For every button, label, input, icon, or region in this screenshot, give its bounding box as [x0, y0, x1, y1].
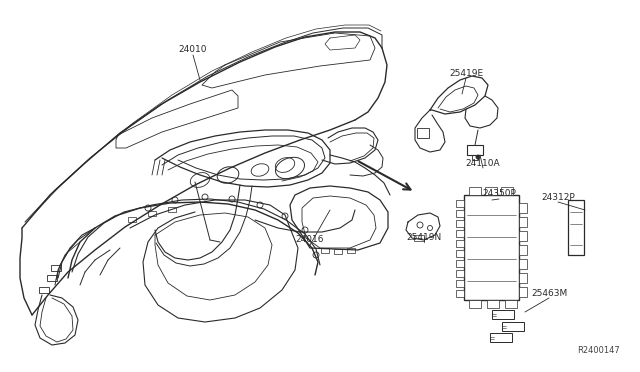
Bar: [334, 249, 342, 254]
Text: 25463M: 25463M: [531, 289, 567, 298]
Bar: [472, 155, 478, 160]
Text: R2400147: R2400147: [577, 346, 620, 355]
Bar: [519, 231, 527, 241]
Bar: [519, 259, 527, 269]
Bar: [456, 220, 464, 227]
Bar: [467, 145, 483, 155]
Bar: [456, 210, 464, 217]
Bar: [568, 200, 584, 255]
Bar: [505, 300, 517, 308]
Bar: [148, 211, 156, 216]
Text: 25419E: 25419E: [449, 68, 483, 77]
Bar: [469, 300, 481, 308]
Bar: [456, 280, 464, 287]
Bar: [519, 245, 527, 255]
Text: 24110A: 24110A: [466, 158, 500, 167]
Bar: [456, 250, 464, 257]
Bar: [485, 187, 497, 195]
Bar: [519, 203, 527, 213]
Bar: [456, 290, 464, 297]
Text: 24016: 24016: [296, 235, 324, 244]
Bar: [456, 270, 464, 277]
Text: 24312P: 24312P: [541, 192, 575, 202]
Bar: [168, 207, 176, 212]
Bar: [456, 260, 464, 267]
Bar: [456, 240, 464, 247]
Bar: [487, 300, 499, 308]
Bar: [464, 195, 519, 300]
Bar: [414, 235, 424, 241]
Bar: [519, 287, 527, 297]
Bar: [321, 248, 329, 253]
Text: 25419N: 25419N: [406, 232, 442, 241]
Bar: [519, 273, 527, 283]
Circle shape: [476, 155, 480, 159]
Bar: [128, 217, 136, 222]
Bar: [456, 200, 464, 207]
Text: 24010: 24010: [179, 45, 207, 55]
Bar: [456, 230, 464, 237]
Bar: [39, 287, 49, 293]
Bar: [47, 275, 57, 281]
Bar: [519, 217, 527, 227]
Bar: [492, 310, 514, 319]
Text: 24350P: 24350P: [482, 189, 516, 199]
Bar: [417, 128, 429, 138]
Bar: [469, 187, 481, 195]
Bar: [501, 187, 513, 195]
Bar: [490, 333, 512, 342]
Bar: [347, 248, 355, 253]
Bar: [51, 265, 61, 271]
Bar: [502, 322, 524, 331]
